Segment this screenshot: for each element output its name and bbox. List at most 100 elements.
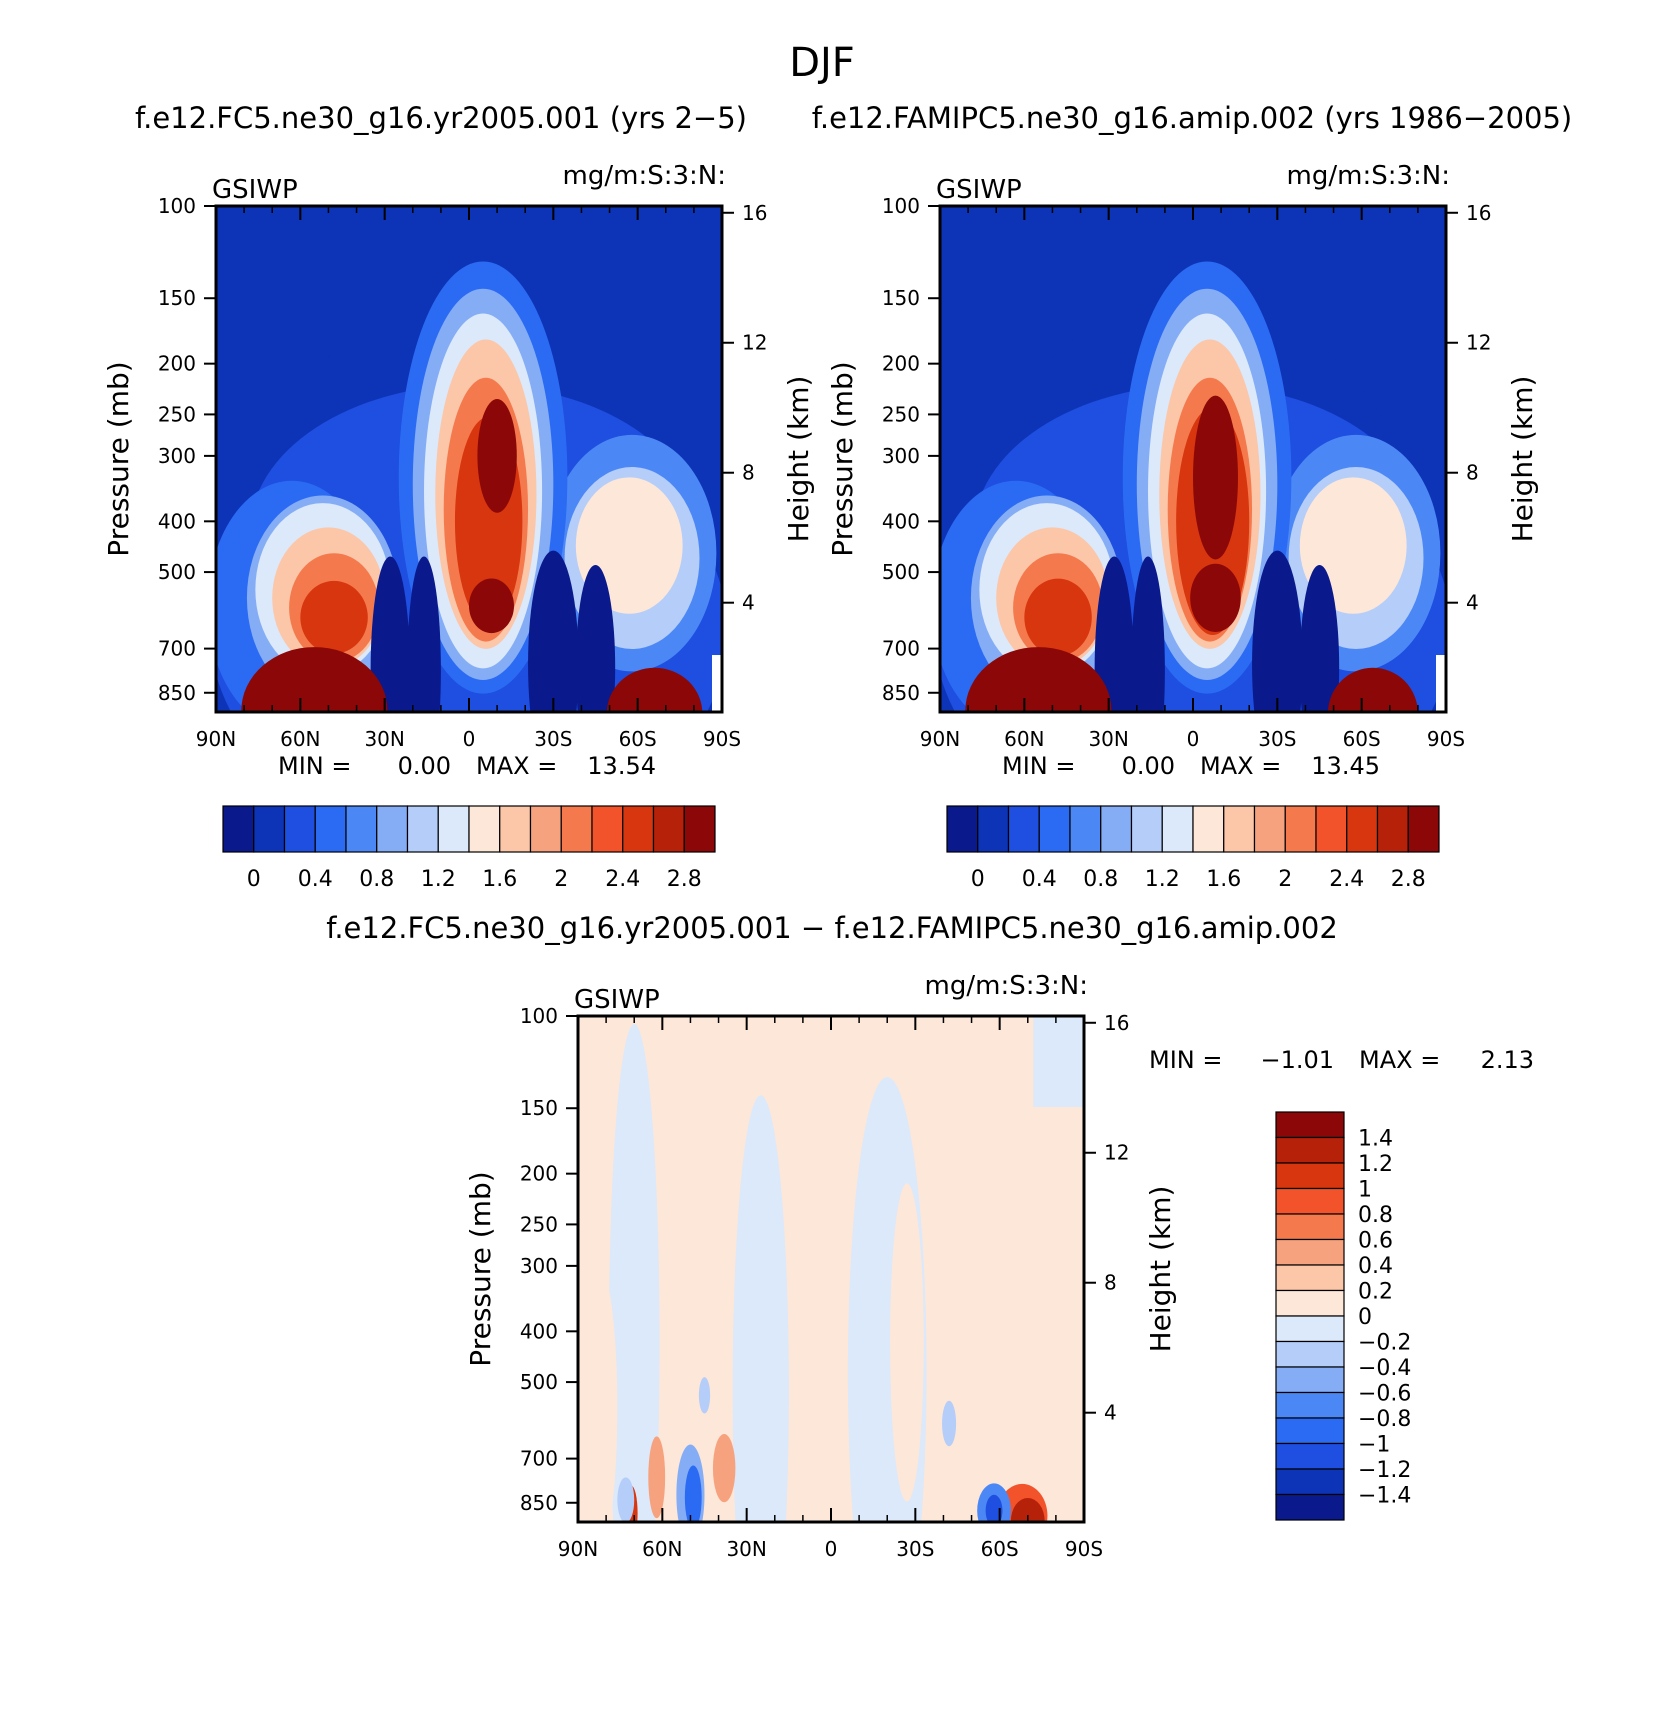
colorbar-swatch (1192, 805, 1225, 853)
colorbar-swatch (499, 805, 532, 853)
max-label: MAX = (1200, 752, 1281, 780)
contour-region (407, 556, 441, 712)
colorbar-label: 0 (971, 867, 985, 892)
x-tick-label: 60N (642, 1537, 682, 1561)
contour-region (890, 1183, 924, 1502)
colorbar-label: 1.6 (482, 867, 517, 892)
contour-region (698, 1377, 711, 1414)
colorbar-swatch (1275, 1213, 1345, 1241)
colorbar-swatch (406, 805, 439, 853)
colorbar-label: 1.6 (1206, 867, 1241, 892)
contour-region (1010, 1498, 1045, 1522)
x-tick-label: 60S (619, 727, 657, 751)
colorbar-swatch (529, 805, 562, 853)
max-label: MAX = (1359, 1046, 1440, 1074)
contour-region (241, 647, 388, 712)
x-tick-label: 0 (463, 727, 476, 751)
colorbar-label: −0.2 (1358, 1331, 1411, 1356)
variable-label: GSIWP (574, 985, 660, 1015)
x-tick-label: 90N (196, 727, 236, 751)
colorbar-swatch (977, 805, 1010, 853)
y-right-tick-label: 12 (1104, 1141, 1129, 1165)
x-tick-label: 90S (1065, 1537, 1103, 1561)
y-tick-label: 500 (158, 560, 196, 584)
colorbar-swatch (468, 805, 501, 853)
colorbar-label: 0.8 (1083, 867, 1118, 892)
colorbar-swatch (652, 805, 685, 853)
colorbar-swatch (345, 805, 378, 853)
colorbar-swatch (1275, 1264, 1345, 1292)
colorbar-label: 0 (247, 867, 261, 892)
colorbar-swatch (1130, 805, 1163, 853)
min-value: −1.01 (1260, 1046, 1334, 1074)
colorbar-label: −0.6 (1358, 1382, 1411, 1407)
colorbar-label: 2.8 (1391, 867, 1426, 892)
y-right-tick-label: 12 (1466, 331, 1491, 355)
colorbar-swatch (437, 805, 470, 853)
colorbar-swatch (1275, 1442, 1345, 1470)
colorbar-swatch (376, 805, 409, 853)
y-tick-label: 250 (158, 402, 196, 426)
colorbar-label: 2.4 (605, 867, 640, 892)
colorbar-swatch (946, 805, 979, 853)
y-tick-label: 100 (882, 194, 920, 218)
colorbar-label: 0.6 (1358, 1229, 1393, 1254)
colorbar-swatch (1007, 805, 1040, 853)
colorbar-label: 1.4 (1358, 1127, 1393, 1152)
x-tick-label: 90N (558, 1537, 598, 1561)
colorbar-swatch (1223, 805, 1256, 853)
panel-title: f.e12.FAMIPC5.ne30_g16.amip.002 (yrs 198… (812, 101, 1573, 135)
y-right-tick-label: 8 (742, 461, 755, 485)
max-value: 13.45 (1311, 752, 1380, 780)
colorbar-label: −1.4 (1358, 1484, 1411, 1509)
contour-region (1024, 578, 1092, 656)
colorbar-swatch (1407, 805, 1440, 853)
contour-region (648, 1436, 666, 1519)
contour-region (469, 578, 514, 634)
y-right-tick-label: 12 (742, 331, 767, 355)
max-label: MAX = (476, 752, 557, 780)
y-tick-label: 850 (520, 1491, 558, 1515)
colorbar-label: 1.2 (1358, 1152, 1393, 1177)
x-tick-label: 30N (726, 1537, 766, 1561)
colorbar-swatch (1275, 1315, 1345, 1343)
y-right-tick-label: 4 (1466, 591, 1479, 615)
colorbar-swatch (1275, 1187, 1345, 1215)
y-right-tick-label: 4 (742, 591, 755, 615)
y-right-tick-label: 8 (1104, 1271, 1117, 1295)
contour-region (1327, 667, 1418, 712)
y-tick-label: 850 (882, 681, 920, 705)
contour-field (578, 1016, 1084, 1522)
x-tick-label: 30S (534, 727, 572, 751)
min-value: 0.00 (1122, 752, 1175, 780)
colorbar-swatch (1275, 1417, 1345, 1445)
y-tick-label: 700 (882, 637, 920, 661)
contour-region (937, 1058, 1062, 1522)
y-tick-label: 150 (158, 286, 196, 310)
colorbar-swatch (253, 805, 286, 853)
min-label: MIN = (278, 752, 351, 780)
contour-region (300, 580, 368, 654)
contour-region (1094, 556, 1134, 712)
colorbar-swatch (591, 805, 624, 853)
x-tick-label: 30N (364, 727, 404, 751)
min-label: MIN = (1002, 752, 1075, 780)
colorbar-swatch (1315, 805, 1348, 853)
contour-region (684, 1465, 702, 1522)
x-tick-label: 90N (920, 727, 960, 751)
y-tick-label: 400 (882, 509, 920, 533)
colorbar-label: 0.8 (359, 867, 394, 892)
units-label: mg/m:S:3:N: (1287, 161, 1450, 191)
contour-region (528, 550, 579, 712)
y-tick-label: 300 (882, 444, 920, 468)
colorbar-swatch (1376, 805, 1409, 853)
x-tick-label: 0 (1187, 727, 1200, 751)
y-right-tick-label: 4 (1104, 1401, 1117, 1425)
colorbar-swatch (1275, 1468, 1345, 1496)
colorbar-swatch (1275, 1136, 1345, 1164)
colorbar-label: 0.2 (1358, 1280, 1393, 1305)
contour-region (575, 564, 616, 712)
colorbar-label: 2.8 (667, 867, 702, 892)
contour-region (1131, 556, 1165, 712)
